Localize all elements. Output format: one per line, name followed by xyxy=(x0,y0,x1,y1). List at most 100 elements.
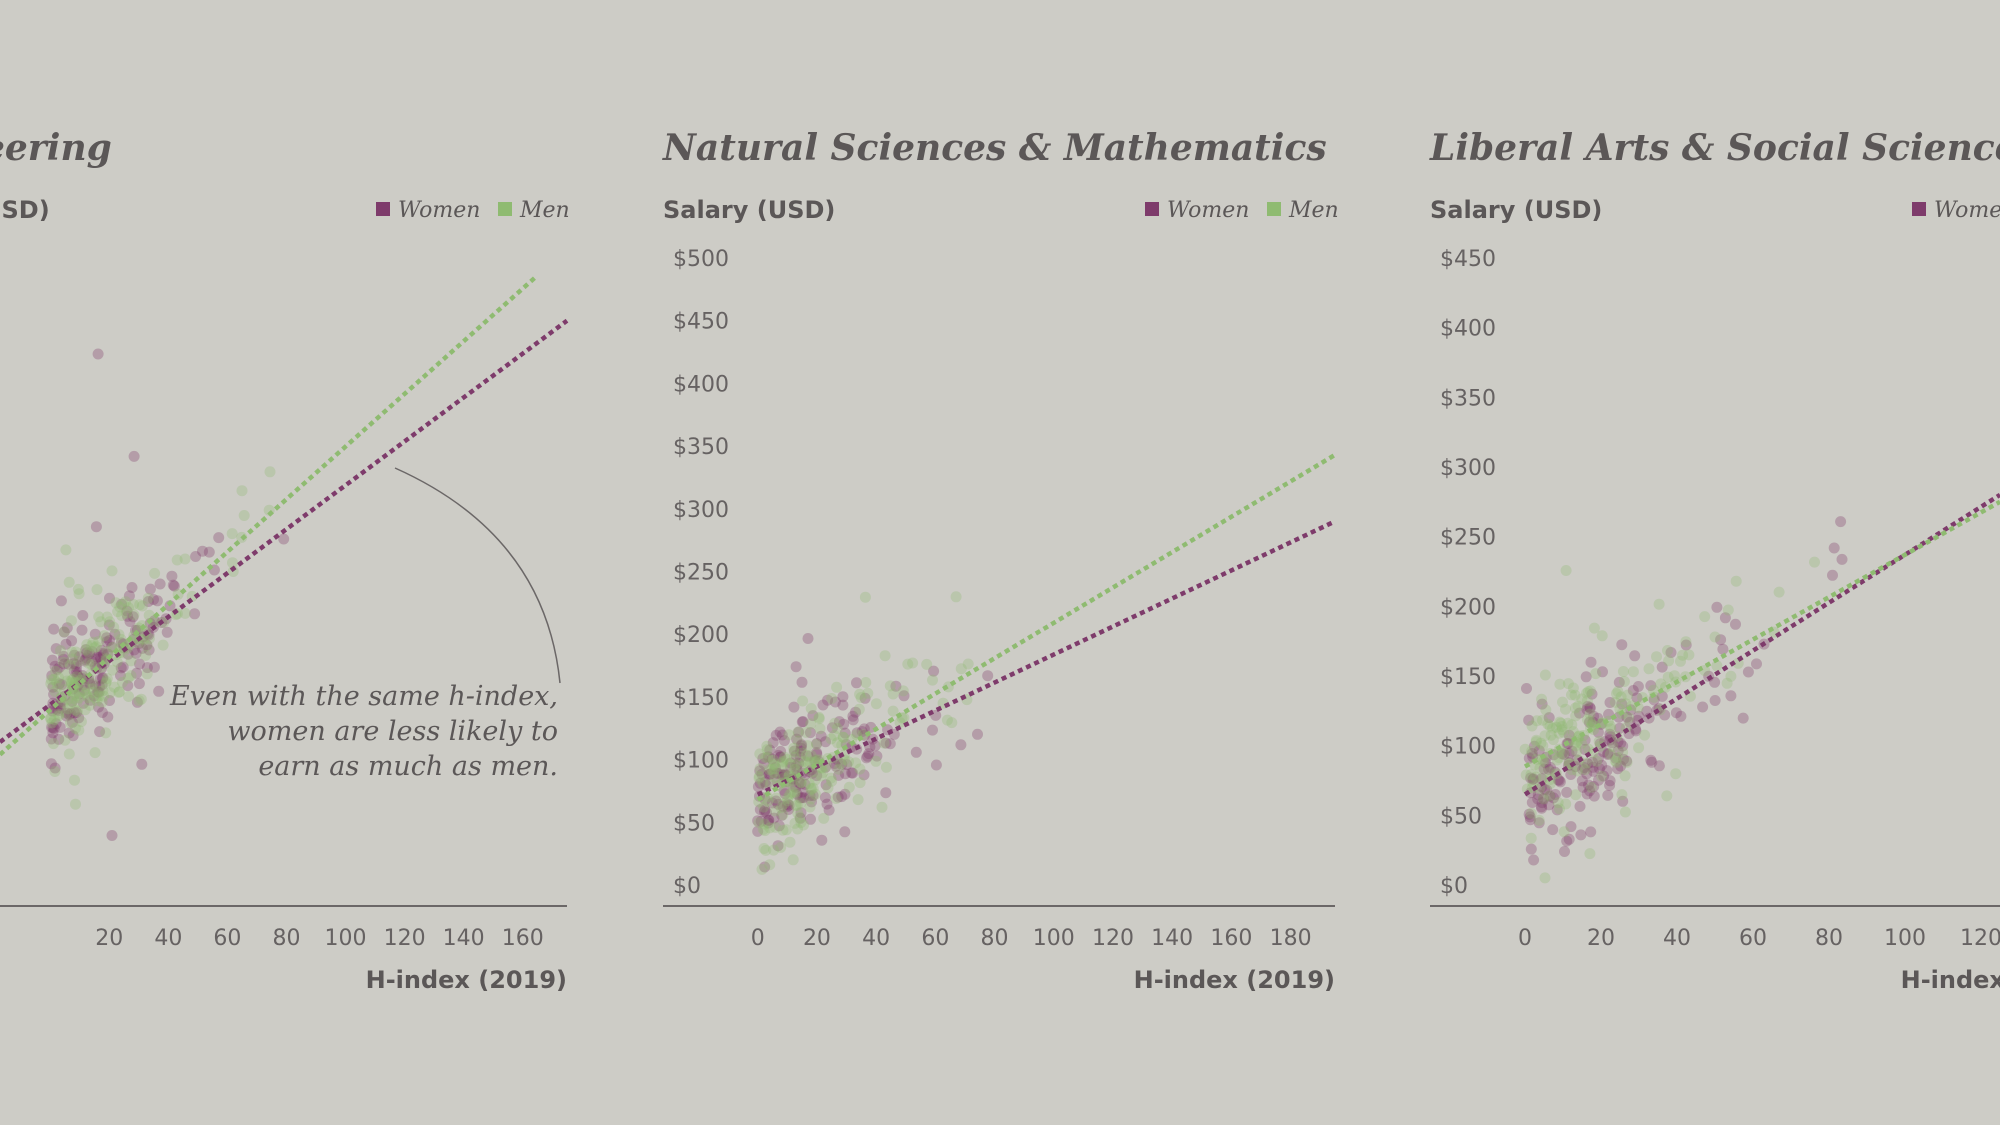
scatter-point xyxy=(144,583,156,595)
scatter-point xyxy=(1618,676,1630,687)
scatter-point xyxy=(138,633,150,645)
scatter-point xyxy=(1540,757,1552,769)
scatter-point xyxy=(1622,689,1634,701)
scatter-point xyxy=(870,755,882,767)
panel-title: eering xyxy=(0,127,112,169)
scatter-point xyxy=(116,598,128,610)
scatter-point xyxy=(77,670,88,681)
scatter-point xyxy=(768,844,780,856)
scatter-point xyxy=(839,768,851,780)
scatter-point xyxy=(1632,681,1644,692)
scatter-point xyxy=(858,723,870,735)
scatter-point xyxy=(153,685,165,697)
scatter-point xyxy=(49,762,61,774)
scatter-points xyxy=(1519,516,1848,884)
scatter-point xyxy=(69,677,81,689)
scatter-point xyxy=(793,726,805,738)
scatter-point xyxy=(58,658,70,670)
scatter-point xyxy=(69,774,80,786)
scatter-point xyxy=(794,792,806,804)
scatter-point xyxy=(51,663,63,675)
scatter-point xyxy=(58,653,69,665)
scatter-point xyxy=(789,763,801,775)
scatter-point xyxy=(758,758,770,770)
scatter-point xyxy=(798,819,809,831)
scatter-point xyxy=(754,748,766,760)
scatter-point xyxy=(136,600,148,612)
scatter-point xyxy=(104,592,115,604)
scatter-point xyxy=(68,658,80,670)
scatter-point xyxy=(1827,569,1838,581)
scatter-point xyxy=(1554,803,1565,815)
y-axis-label: Salary (USD) xyxy=(663,196,835,224)
scatter-point xyxy=(820,761,831,773)
scatter-point xyxy=(766,763,778,775)
scatter-point xyxy=(1567,682,1579,694)
scatter-point xyxy=(1655,678,1667,690)
scatter-point xyxy=(855,692,867,703)
scatter-point xyxy=(67,730,79,742)
scatter-point xyxy=(1645,680,1657,692)
scatter-point xyxy=(796,747,808,759)
scatter-point xyxy=(84,678,96,690)
scatter-point xyxy=(789,759,801,771)
x-tick-label: 40 xyxy=(862,926,890,951)
scatter-point xyxy=(1594,763,1605,775)
scatter-point xyxy=(1561,835,1573,847)
scatter-point xyxy=(1559,846,1570,857)
x-tick-label: 60 xyxy=(1739,926,1767,951)
scatter-point xyxy=(1604,779,1616,791)
scatter-point xyxy=(1646,756,1658,768)
scatter-point xyxy=(179,553,191,565)
scatter-point xyxy=(1619,770,1631,782)
scatter-point xyxy=(1547,722,1559,734)
scatter-point xyxy=(806,796,817,808)
x-tick-label: 100 xyxy=(325,926,367,951)
scatter-point xyxy=(1544,761,1556,773)
scatter-point xyxy=(795,742,807,754)
scatter-point xyxy=(907,657,919,669)
scatter-point xyxy=(1556,721,1568,732)
scatter-point xyxy=(45,678,57,690)
scatter-point xyxy=(825,733,837,745)
scatter-point xyxy=(68,707,80,719)
scatter-point xyxy=(53,672,64,683)
x-tick-label: 20 xyxy=(1587,926,1615,951)
scatter-point xyxy=(884,680,896,692)
scatter-point xyxy=(1554,678,1566,690)
scatter-point xyxy=(941,714,953,726)
scatter-point xyxy=(769,762,781,774)
scatter-point xyxy=(84,694,96,706)
scatter-point xyxy=(1525,832,1537,844)
scatter-point xyxy=(47,722,59,734)
y-tick-label: $50 xyxy=(673,811,715,836)
scatter-point xyxy=(1530,734,1542,746)
scatter-point xyxy=(764,778,776,790)
scatter-point xyxy=(1683,649,1695,661)
scatter-point xyxy=(1539,872,1551,884)
scatter-point xyxy=(63,748,75,760)
scatter-point xyxy=(84,699,96,711)
scatter-point xyxy=(876,801,888,813)
scatter-point xyxy=(90,641,102,653)
scatter-point xyxy=(1571,765,1583,777)
panel-title: Natural Sciences & Mathematics xyxy=(662,127,1327,169)
scatter-point xyxy=(1584,702,1596,714)
legend-swatch-women xyxy=(1145,202,1159,216)
scatter-point xyxy=(772,767,784,779)
scatter-point xyxy=(775,745,787,757)
scatter-point xyxy=(120,607,132,619)
scatter-point xyxy=(783,729,795,741)
x-tick-label: 180 xyxy=(1270,926,1312,951)
scatter-point xyxy=(45,713,57,725)
scatter-point xyxy=(45,733,57,745)
x-axis-label: H-index (2019) xyxy=(366,966,567,994)
scatter-point xyxy=(68,665,80,677)
y-axis-label: USD) xyxy=(0,196,50,224)
scatter-point xyxy=(816,834,828,846)
scatter-point xyxy=(1577,764,1589,776)
scatter-point xyxy=(100,727,112,739)
y-tick-label: $350 xyxy=(673,435,729,460)
scatter-point xyxy=(1551,804,1563,816)
